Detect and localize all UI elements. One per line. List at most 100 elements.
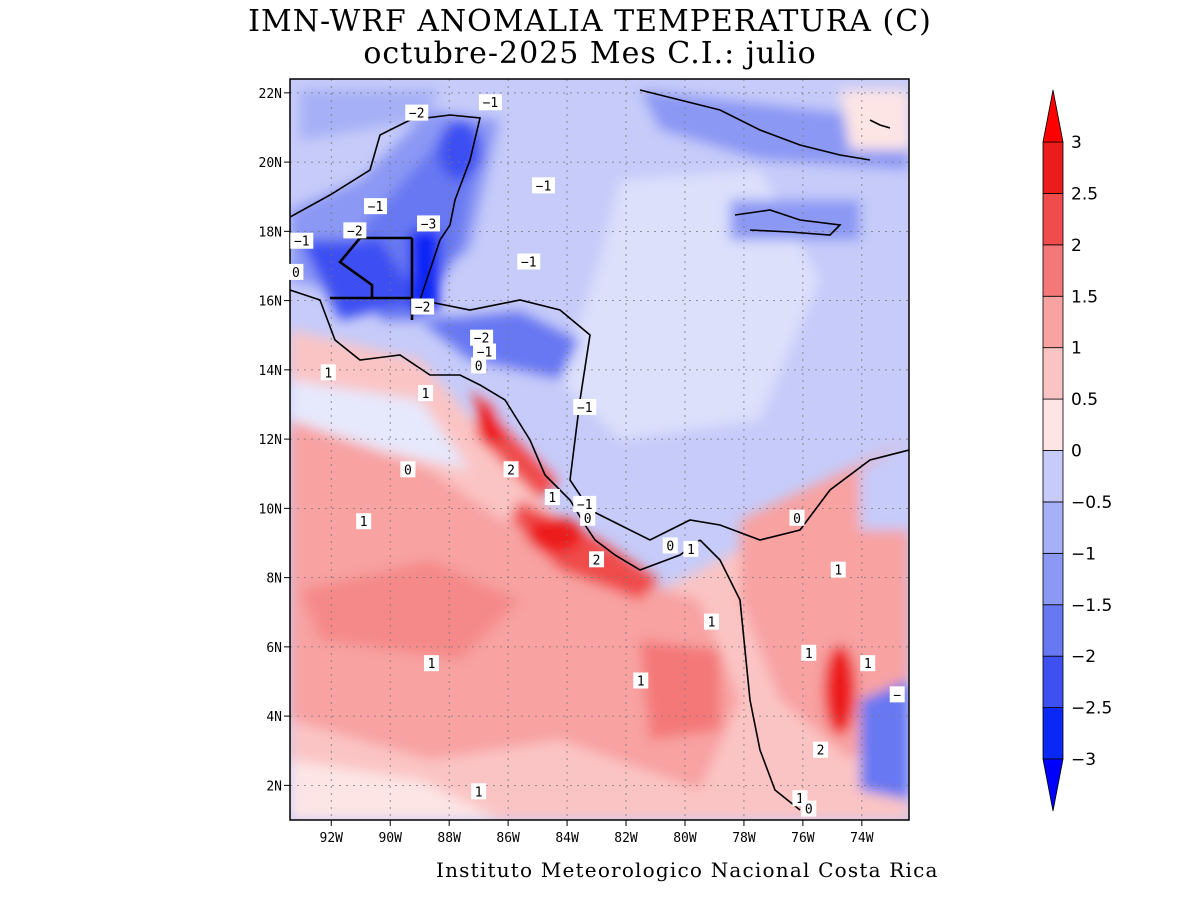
colorbar-under-arrow bbox=[1042, 758, 1064, 812]
contour-label-text: −1 bbox=[368, 200, 384, 215]
x-tick-label: 80W bbox=[673, 831, 697, 846]
contour-label-text: 0 bbox=[584, 512, 592, 527]
contour-label-bg bbox=[633, 672, 649, 689]
contour-label-bg bbox=[573, 495, 597, 512]
contour-label-bg bbox=[544, 488, 560, 505]
anomaly-field bbox=[290, 79, 909, 820]
contour-label: −2 bbox=[411, 298, 435, 316]
title-line-2: octubre-2025 Mes C.I.: julio bbox=[363, 36, 817, 71]
colorbar-label: −2 bbox=[1071, 647, 1096, 667]
colorbar-label: −0.5 bbox=[1071, 493, 1112, 513]
contour-label-bg bbox=[813, 741, 829, 758]
colorbar-label: 1.5 bbox=[1071, 287, 1098, 307]
contour-label-text: 2 bbox=[593, 553, 601, 568]
contour-label-text: 0 bbox=[793, 512, 801, 527]
colorbar-box bbox=[1042, 450, 1064, 503]
contour-label-bg bbox=[704, 613, 720, 630]
contour-label-bg bbox=[473, 343, 497, 360]
contour-label-bg bbox=[531, 177, 555, 194]
contour-label-bg bbox=[683, 540, 699, 557]
contour-label-text: 0 bbox=[475, 359, 483, 374]
contour-label-text: 2 bbox=[507, 463, 515, 478]
contour-label-text: 1 bbox=[360, 515, 368, 530]
contour-label-text: −1 bbox=[521, 256, 537, 271]
contour-label: −1 bbox=[573, 495, 597, 513]
x-tick-label: 86W bbox=[496, 831, 520, 846]
colorbar-label: 2 bbox=[1071, 236, 1082, 256]
contour-label: −1 bbox=[478, 94, 502, 111]
contour-label: −1 bbox=[531, 177, 555, 194]
contour-label-bg bbox=[471, 783, 487, 800]
contour-label: 2 bbox=[813, 741, 829, 759]
contour-label-text: 1 bbox=[708, 616, 716, 631]
contour-label-text: 1 bbox=[805, 647, 813, 662]
colorbar-label: −1 bbox=[1071, 544, 1096, 564]
x-axis-ticks: 92W 90W 88W 86W 84W 82W 80W 78W 76W 74W bbox=[320, 820, 874, 846]
contour-label-bg bbox=[889, 686, 905, 703]
contour-label-text: −1 bbox=[294, 235, 310, 250]
x-tick-label: 82W bbox=[614, 831, 638, 846]
contour-label-text: 1 bbox=[637, 674, 645, 689]
contour-label-text: −1 bbox=[577, 401, 593, 416]
contour-label: 0 bbox=[471, 357, 487, 374]
credit-text: Instituto Meteorologico Nacional Costa R… bbox=[436, 858, 939, 882]
contour-label-bg bbox=[830, 561, 846, 578]
contour-label: −1 bbox=[473, 343, 497, 361]
contour-label-text: 1 bbox=[428, 657, 436, 672]
contour-label: 2 bbox=[503, 461, 519, 478]
contour-label-bg bbox=[662, 537, 678, 554]
contour-label: −2 bbox=[343, 222, 367, 239]
colorbar-box bbox=[1042, 398, 1064, 451]
colorbar-box bbox=[1042, 347, 1064, 400]
x-tick-label: 74W bbox=[850, 831, 874, 846]
x-tick-label: 92W bbox=[320, 831, 344, 846]
colorbar-box bbox=[1042, 244, 1064, 297]
colorbar-box bbox=[1042, 552, 1064, 606]
y-tick-label: 10N bbox=[259, 502, 282, 517]
y-tick-label: 12N bbox=[259, 433, 282, 448]
colorbar-label: 1 bbox=[1071, 339, 1082, 359]
contour-label-text: −1 bbox=[483, 96, 499, 111]
contour-label: −1 bbox=[363, 198, 387, 215]
contour-label-bg bbox=[363, 198, 387, 215]
contour-label-bg bbox=[417, 215, 441, 232]
colorbar-label: 3 bbox=[1071, 133, 1082, 153]
contour-label: 1 bbox=[544, 488, 560, 506]
contour-label: 1 bbox=[418, 385, 434, 402]
colorbar-box bbox=[1042, 193, 1064, 246]
contour-label-text: −2 bbox=[415, 301, 431, 316]
contour-label: 0 bbox=[801, 800, 817, 818]
contour-label: 0 bbox=[789, 509, 805, 527]
contour-label: 0 bbox=[288, 263, 304, 281]
colorbar-box bbox=[1042, 501, 1064, 554]
contour-label: 1 bbox=[633, 672, 649, 689]
contour-label: 1 bbox=[423, 655, 439, 672]
contour-label-bg bbox=[801, 800, 817, 817]
contour-label-text: 0 bbox=[666, 539, 674, 554]
y-tick-label: 20N bbox=[259, 156, 282, 171]
colorbar-label: 0 bbox=[1071, 442, 1082, 462]
colorbar-label: 0.5 bbox=[1071, 390, 1098, 410]
contour-label-text: −1 bbox=[477, 346, 493, 361]
contour-label: 0 bbox=[580, 509, 596, 527]
x-tick-label: 76W bbox=[791, 831, 815, 846]
contour-label-text: 1 bbox=[548, 491, 556, 506]
contour-label-text: −3 bbox=[421, 217, 437, 232]
contour-label-text: 1 bbox=[796, 792, 804, 807]
colorbar-over-arrow bbox=[1042, 89, 1064, 143]
contour-label-text: 1 bbox=[687, 543, 695, 558]
contour-label-bg bbox=[423, 655, 439, 672]
contour-label: 1 bbox=[320, 364, 336, 381]
contour-label-text: −1 bbox=[536, 179, 552, 194]
colorbar-box bbox=[1042, 141, 1064, 194]
contour-label-bg bbox=[290, 232, 314, 249]
contour-label: −1 bbox=[290, 232, 314, 250]
contour-label-bg bbox=[580, 509, 596, 526]
contour-label-text: − bbox=[893, 688, 901, 703]
y-tick-label: 16N bbox=[259, 295, 282, 310]
contour-label-bg bbox=[418, 385, 434, 402]
contour-label: 1 bbox=[356, 513, 372, 530]
contour-label-text: 1 bbox=[864, 657, 872, 672]
contour-label: −2 bbox=[470, 329, 494, 347]
